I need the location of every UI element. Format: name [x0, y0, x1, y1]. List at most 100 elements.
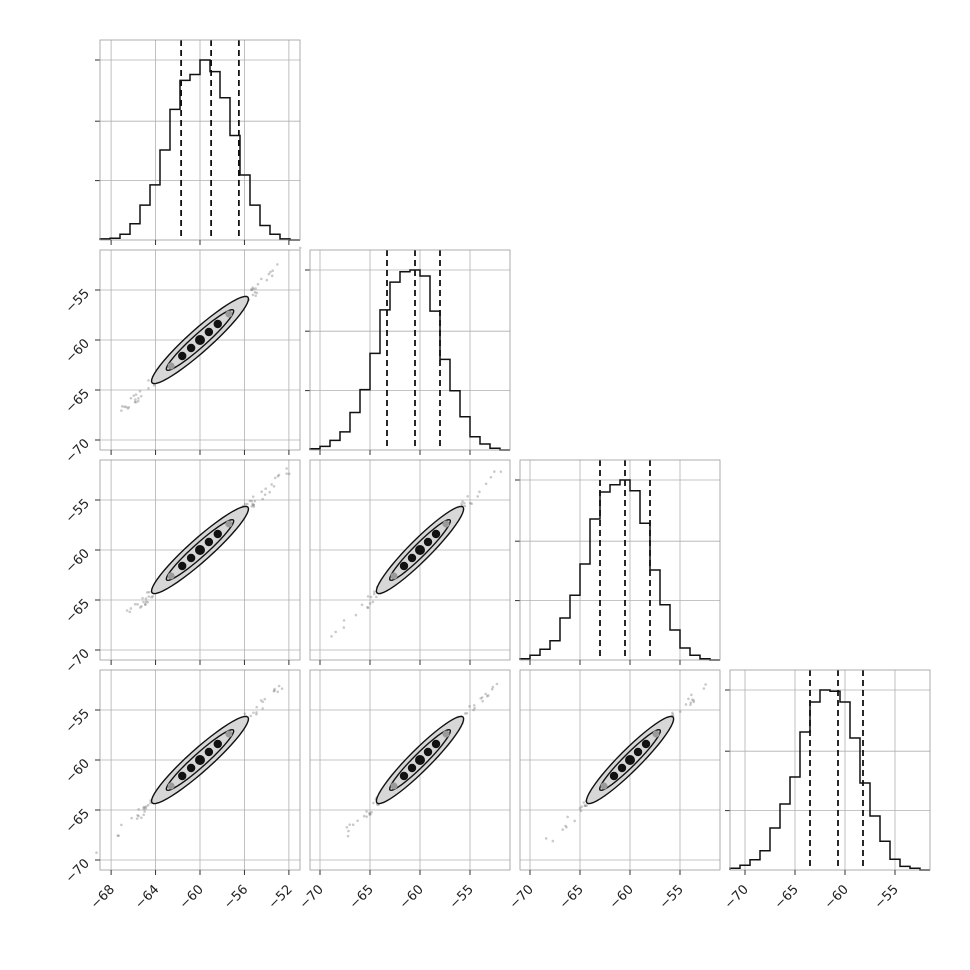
pair-panel-3-1: −70 −65 −60 −55: [297, 669, 511, 912]
scatter-point: [250, 505, 254, 508]
density-mid: [225, 310, 233, 318]
scatter-point: [369, 812, 372, 816]
scatter-point: [133, 400, 137, 404]
contour-inner: [598, 728, 662, 792]
scatter-point: [579, 809, 583, 813]
density-core: [204, 327, 214, 337]
scatter-point: [251, 286, 255, 290]
scatter-point: [692, 700, 696, 704]
scatter-point: [585, 804, 588, 807]
scatter-point: [671, 713, 674, 716]
scatter-point: [499, 470, 503, 473]
panel-frame: [309, 669, 511, 871]
pair-panel-3-0: −55 −60 −65 −70−68 −64 −60 −56 −52: [63, 669, 301, 912]
scatter-point: [243, 502, 247, 506]
x-tick-label: −55: [447, 882, 477, 912]
scatter-point: [137, 397, 140, 400]
scatter-point: [690, 693, 693, 697]
scatter-point: [255, 711, 258, 714]
scatter-point: [580, 805, 584, 808]
contour-inner: [165, 728, 235, 792]
scatter-point: [254, 294, 257, 298]
scatter-point: [252, 503, 256, 507]
panel-frame: [309, 249, 511, 451]
density-core: [178, 561, 187, 571]
scatter-point: [277, 473, 281, 477]
scatter-point: [147, 590, 151, 594]
scatter-point: [250, 288, 254, 292]
x-tick-label: −56: [221, 882, 251, 912]
scatter-point: [261, 707, 264, 710]
density-core: [204, 747, 214, 757]
scatter-point: [254, 287, 257, 290]
scatter-point: [272, 689, 276, 693]
scatter-point: [463, 501, 466, 505]
scatter-point: [144, 603, 147, 606]
scatter-point: [280, 687, 284, 690]
scatter-point: [273, 687, 276, 691]
hist-panel-3: −70 −65 −60 −55: [722, 669, 931, 912]
density-mid: [225, 520, 233, 528]
y-tick-label: −65: [63, 386, 93, 416]
scatter-point: [460, 502, 463, 506]
y-tick-label: −70: [63, 646, 93, 676]
density-core: [195, 545, 205, 555]
scatter-point: [139, 606, 142, 609]
x-tick-label: −60: [607, 882, 637, 912]
y-tick-label: −60: [63, 546, 93, 576]
scatter-point: [487, 694, 490, 697]
scatter-point: [495, 682, 499, 686]
density-core: [213, 319, 222, 329]
scatter-point: [268, 490, 271, 494]
scatter-point: [251, 503, 255, 507]
density-core: [415, 545, 425, 555]
density-core: [431, 529, 441, 539]
scatter-point: [342, 619, 346, 622]
scatter-point: [346, 834, 350, 838]
scatter-point: [702, 687, 706, 690]
scatter-point: [134, 398, 137, 401]
scatter-point: [468, 501, 472, 505]
x-tick-label: −65: [557, 882, 587, 912]
contour-inner: [388, 728, 452, 792]
scatter-point: [366, 595, 370, 598]
scatter-point: [117, 834, 121, 837]
scatter-point: [269, 270, 272, 274]
density-core: [399, 771, 409, 781]
scatter-point: [152, 384, 156, 387]
scatter-point: [465, 711, 469, 715]
scatter-point: [687, 697, 690, 701]
density-mid: [167, 362, 175, 370]
density-mid: [167, 782, 175, 790]
scatter-point: [366, 606, 370, 610]
scatter-point: [354, 613, 358, 617]
scatter-point: [265, 278, 269, 282]
density-mid: [600, 782, 608, 790]
panel-frame: [309, 459, 511, 661]
scatter-point: [484, 482, 488, 486]
scatter-point: [255, 705, 259, 709]
scatter-point: [136, 399, 140, 403]
scatter-point: [551, 839, 555, 843]
density-mid: [442, 520, 450, 528]
density-mid: [442, 730, 450, 738]
scatter-point: [140, 816, 143, 820]
scatter-point: [490, 687, 494, 691]
scatter-point: [285, 472, 289, 475]
scatter-point: [582, 801, 586, 804]
scatter-point: [140, 605, 143, 608]
scatter-point: [372, 592, 376, 596]
scatter-point: [272, 484, 276, 488]
scatter-point: [252, 505, 256, 508]
scatter-point: [276, 474, 280, 478]
scatter-point: [143, 810, 146, 813]
histogram-step: [519, 479, 720, 661]
density-core: [423, 537, 433, 547]
scatter-point: [255, 291, 259, 295]
scatter-point: [249, 714, 253, 718]
scatter-point: [243, 712, 247, 715]
scatter-point: [146, 600, 149, 604]
scatter-point: [130, 816, 133, 820]
scatter-point: [277, 684, 281, 688]
